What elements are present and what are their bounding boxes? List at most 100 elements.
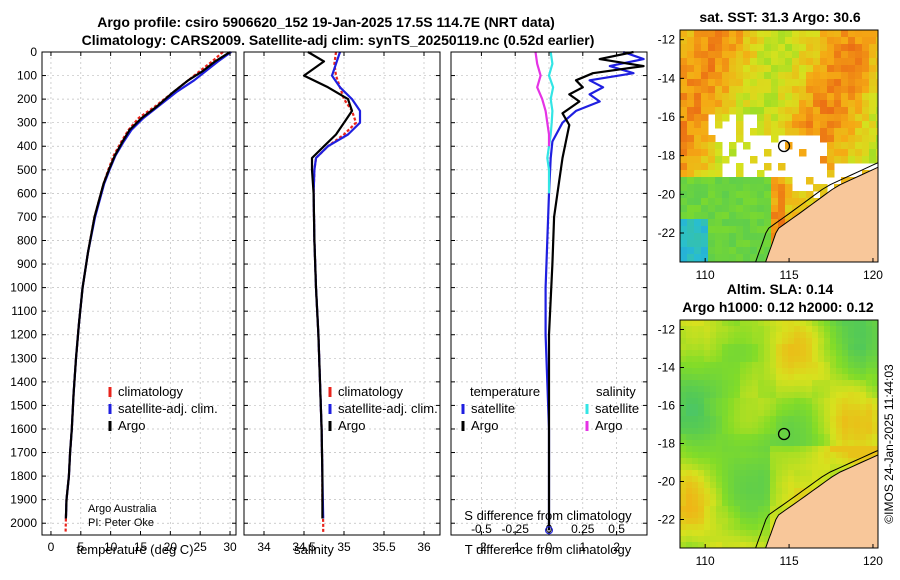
map-cell (834, 93, 842, 101)
map-cell (686, 392, 693, 399)
map-cell (820, 37, 828, 45)
map-cell (758, 494, 765, 501)
map-cell (694, 191, 702, 199)
map-cell (834, 72, 842, 80)
map-cell (686, 434, 693, 441)
map-cell (776, 506, 783, 513)
map-cell (680, 530, 687, 537)
map-cell (736, 58, 744, 66)
map-cell (734, 494, 741, 501)
map-cell (734, 332, 741, 339)
map-cell (778, 219, 786, 227)
map-cell (716, 476, 723, 483)
isobath-line (755, 449, 878, 548)
map-cell (854, 392, 861, 399)
map-cell (820, 121, 828, 129)
map-cell (687, 58, 695, 66)
map-cell (686, 476, 693, 483)
map-cell (869, 149, 877, 157)
map-cell (848, 107, 856, 115)
map-cell (770, 344, 777, 351)
map-cell (860, 386, 867, 393)
map-cell (806, 79, 814, 87)
map-cell (820, 93, 828, 101)
map-cell (698, 482, 705, 489)
map-cell (743, 226, 751, 234)
map-cell (722, 156, 730, 164)
map-cell (680, 470, 687, 477)
map-cell (869, 72, 877, 80)
map-cell (782, 488, 789, 495)
map-cell (680, 44, 688, 52)
map-cell (722, 428, 729, 435)
map-cell (722, 416, 729, 423)
map-cell (872, 386, 878, 393)
map-cell (722, 320, 729, 327)
map-cell (872, 368, 878, 375)
map-cell (736, 114, 744, 122)
map-cell (794, 464, 801, 471)
map-cell (876, 93, 878, 101)
map-cell (872, 380, 878, 387)
map-cell (806, 398, 813, 405)
map-cell (794, 362, 801, 369)
map-cell (701, 128, 709, 136)
y-tick-label: 1700 (10, 446, 37, 460)
map-cell (854, 416, 861, 423)
map-cell (841, 107, 849, 115)
x-tick-label: 15 (134, 540, 148, 554)
map-cell (830, 320, 837, 327)
map-cell (824, 350, 831, 357)
map-cell (806, 44, 814, 52)
map-cell (704, 380, 711, 387)
map-cell (788, 500, 795, 507)
map-cell (687, 44, 695, 52)
map-cell (785, 191, 793, 199)
map-cell (872, 362, 878, 369)
map-cell (764, 121, 772, 129)
map-cell (715, 212, 723, 220)
map-cell (776, 494, 783, 501)
map-cell (692, 422, 699, 429)
map-cell (778, 100, 786, 108)
map-cell (855, 72, 863, 80)
map-cell (740, 506, 747, 513)
map-cell (855, 65, 863, 73)
map-cell (848, 128, 856, 136)
map-cell (830, 434, 837, 441)
map-cell (680, 434, 687, 441)
map-cell (736, 177, 744, 185)
map-cell (692, 344, 699, 351)
map-cell (764, 344, 771, 351)
map-cell (788, 356, 795, 363)
map-cell (824, 416, 831, 423)
map-cell (716, 458, 723, 465)
map-cell (758, 404, 765, 411)
map-cell (692, 464, 699, 471)
map-cell (680, 72, 688, 80)
map-cell (752, 350, 759, 357)
map-cell (729, 51, 737, 59)
map-cell (722, 58, 730, 66)
map-cell (716, 392, 723, 399)
map-cell (869, 121, 877, 129)
map-cell (806, 404, 813, 411)
map-cell (813, 121, 821, 129)
map-cell (770, 380, 777, 387)
map-cell (824, 428, 831, 435)
map-cell (830, 344, 837, 351)
map-cell (692, 356, 699, 363)
map-cell (710, 452, 717, 459)
map-cell (818, 428, 825, 435)
map-cell (855, 121, 863, 129)
map-cell (854, 374, 861, 381)
map-cell (799, 37, 807, 45)
map-cell (701, 163, 709, 171)
map-cell (746, 512, 753, 519)
map-cell (818, 332, 825, 339)
map-cell (746, 476, 753, 483)
map-cell (770, 518, 777, 525)
map-cell (855, 37, 863, 45)
x-tick-label: 0 (546, 540, 553, 554)
map-cell (740, 542, 747, 548)
